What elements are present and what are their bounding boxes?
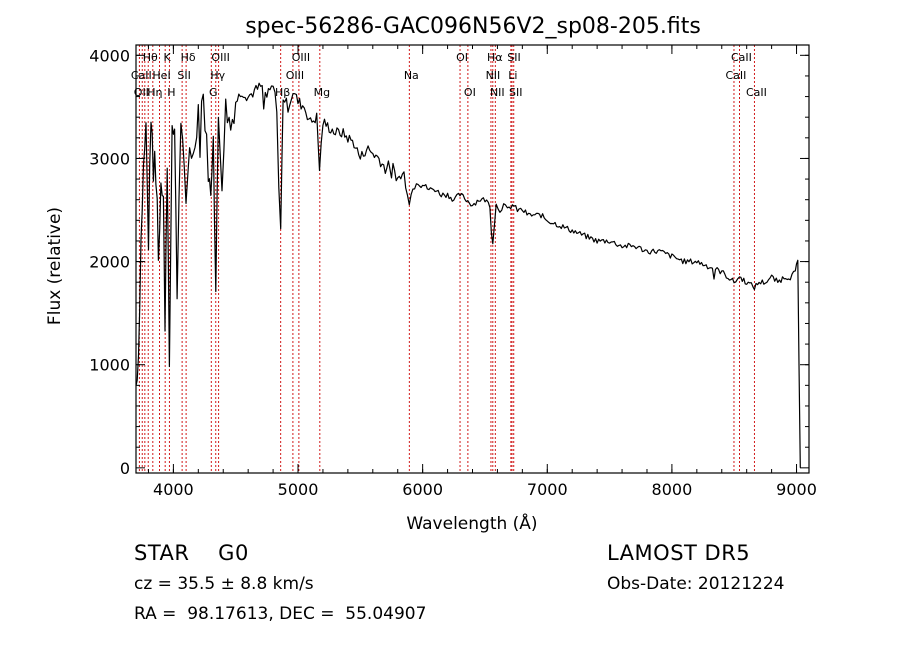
marker-label: OIII [286, 69, 304, 82]
survey-name: LAMOST DR5 [607, 541, 751, 565]
y-tick-label: 0 [120, 459, 130, 478]
marker-label: G [209, 86, 218, 99]
ra-dec: RA = 98.17613, DEC = 55.04907 [134, 604, 427, 624]
y-tick-label: 4000 [89, 46, 130, 65]
x-tick-label: 9000 [776, 480, 817, 499]
marker-label: CaII [131, 69, 152, 82]
marker-label: OIII [211, 51, 229, 64]
y-tick-label: 3000 [89, 149, 130, 168]
marker-label: Li [508, 69, 517, 82]
marker-label: NII [486, 69, 501, 82]
x-tick-label: 7000 [527, 480, 568, 499]
marker-label: Hη [147, 86, 162, 99]
y-axis-label: Flux (relative) [45, 207, 65, 325]
x-tick-label: 4000 [153, 480, 194, 499]
marker-label: K [164, 51, 172, 64]
marker-label: CaII [731, 51, 752, 64]
marker-label: H [167, 86, 175, 99]
spectral-line-markers [138, 45, 755, 473]
marker-label: NII [490, 86, 505, 99]
marker-label: Hγ [210, 69, 225, 82]
axes: 4000 5000 6000 7000 8000 9000 0 1000 2000 3000 400… [89, 45, 817, 499]
y-tick-label: 2000 [89, 253, 130, 272]
object-class: STAR G0 [134, 541, 249, 565]
marker-label: SII [177, 69, 190, 82]
marker-label: SII [507, 51, 520, 64]
marker-label: Hβ [275, 86, 290, 99]
x-tick-label: 8000 [652, 480, 693, 499]
x-tick-label: 6000 [402, 480, 443, 499]
y-tick-label: 1000 [89, 356, 130, 375]
marker-label: Hα [487, 51, 503, 64]
marker-label: HeI [152, 69, 170, 82]
marker-label: Na [404, 69, 419, 82]
x-tick-label: 5000 [278, 480, 319, 499]
marker-label: Hδ [181, 51, 196, 64]
plot-frame [135, 44, 810, 474]
marker-label: Hθ [143, 51, 158, 64]
marker-label: OIII [292, 51, 310, 64]
obs-date: Obs-Date: 20121224 [607, 574, 785, 594]
spectrum-line [135, 82, 801, 468]
marker-label: SII [509, 86, 522, 99]
marker-label: OI [456, 51, 468, 64]
x-axis-label: Wavelength (Å) [406, 512, 537, 534]
marker-label: OII [134, 86, 149, 99]
marker-label: CaII [746, 86, 767, 99]
marker-label: Mg [314, 86, 330, 99]
redshift-cz: cz = 35.5 ± 8.8 km/s [134, 574, 314, 594]
chart-title: spec-56286-GAC096N56V2_sp08-205.fits [245, 14, 701, 39]
marker-label: OI [464, 86, 476, 99]
marker-label: CaII [726, 69, 747, 82]
